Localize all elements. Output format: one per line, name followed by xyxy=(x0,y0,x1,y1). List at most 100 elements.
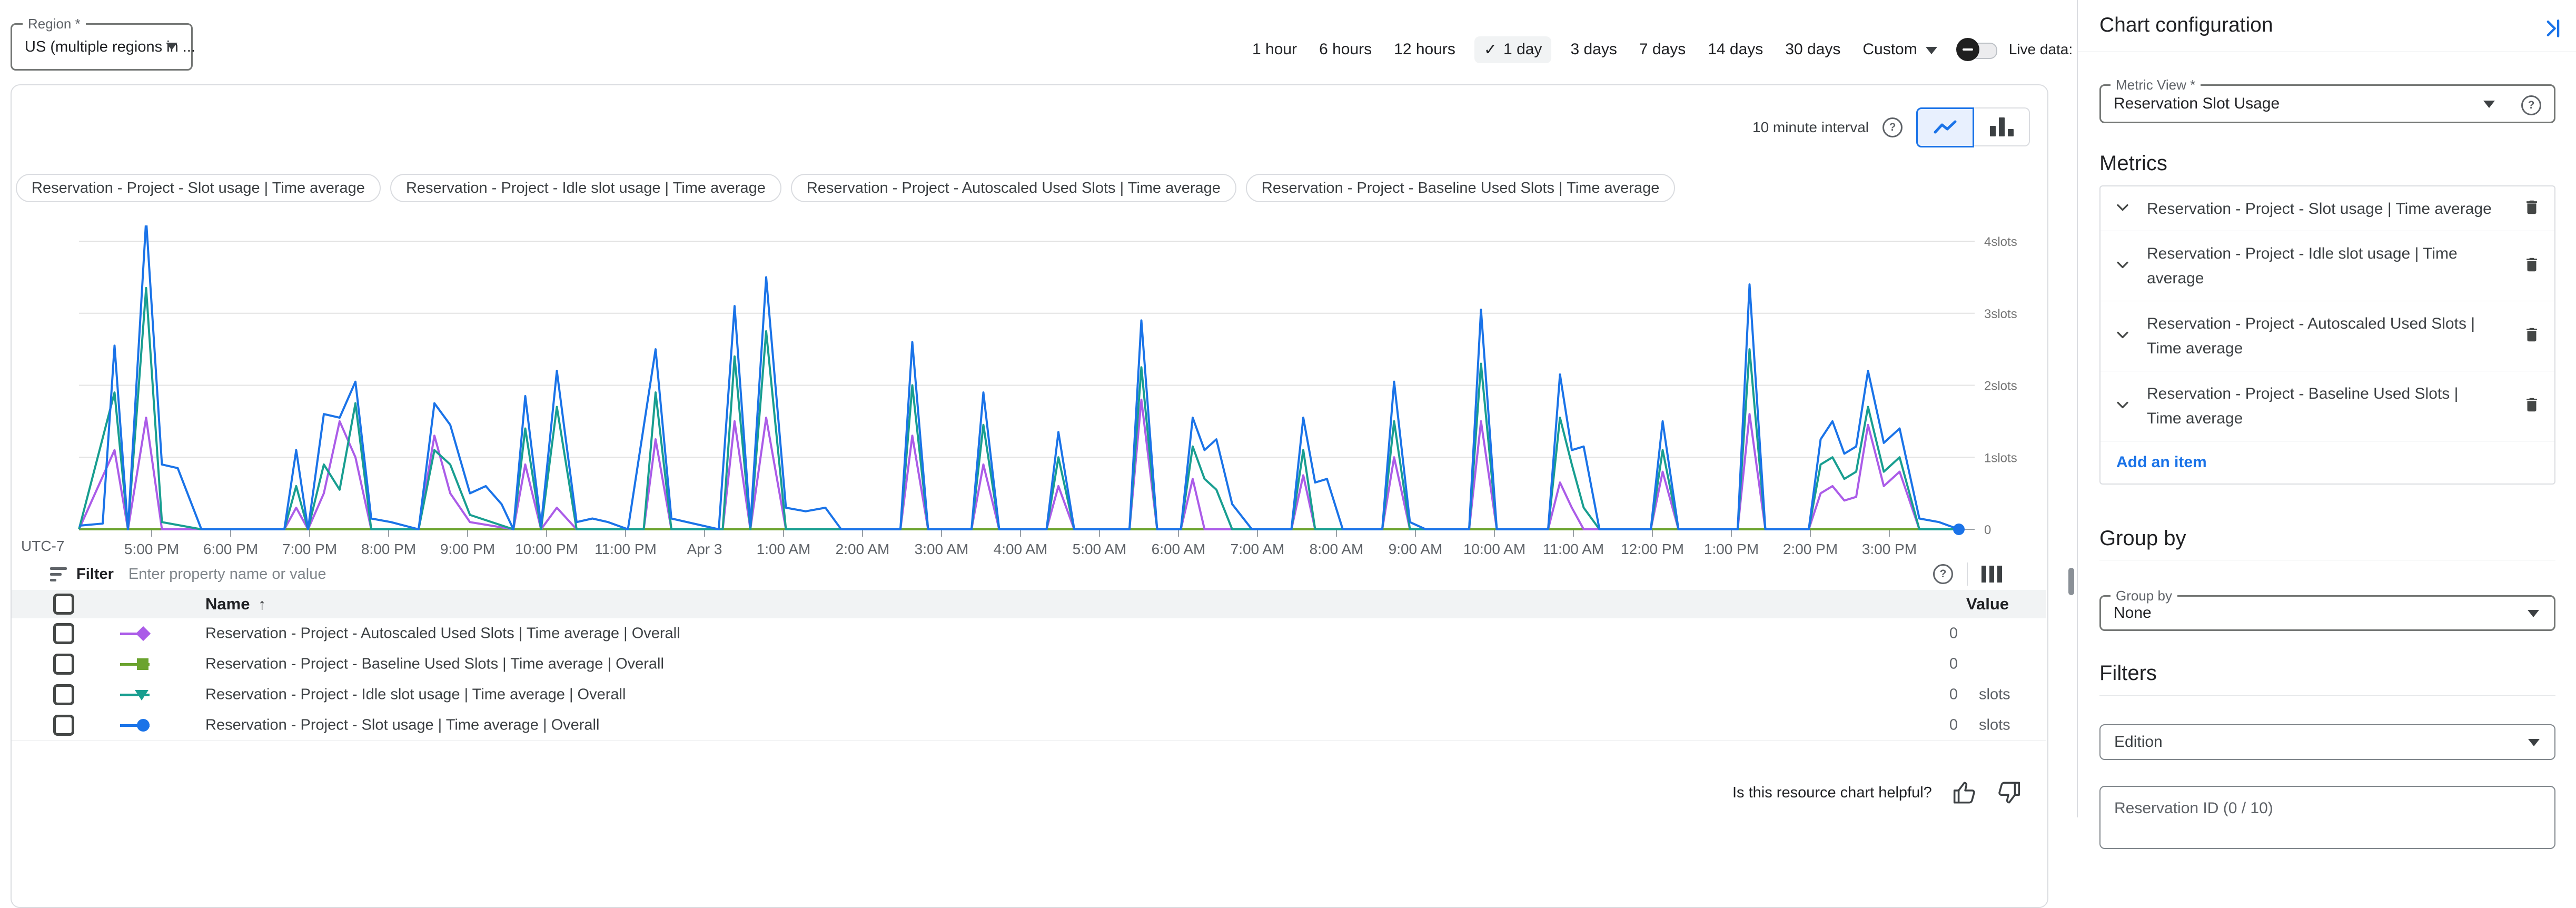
divider xyxy=(1967,562,1968,586)
bar-chart-button[interactable] xyxy=(1974,107,2030,146)
group-by-label: Group by xyxy=(2111,588,2177,604)
chart-configuration-panel: Chart configuration Metric View * Reserv… xyxy=(2077,0,2576,849)
interval-label: 10 minute interval xyxy=(1752,119,1869,135)
x-tick-label: 7:00 AM xyxy=(1231,541,1285,557)
column-settings-icon[interactable] xyxy=(1981,566,2002,583)
divider xyxy=(2099,695,2555,696)
metric-view-value: Reservation Slot Usage xyxy=(2114,95,2280,112)
time-range-1-day[interactable]: ✓ 1 day xyxy=(1474,36,1552,63)
time-range-1-hour[interactable]: 1 hour xyxy=(1249,36,1300,63)
line-chart-button[interactable] xyxy=(1916,107,1975,147)
series-marker-circle xyxy=(120,710,150,741)
series-marker-square xyxy=(120,649,150,679)
time-range-7-days[interactable]: 7 days xyxy=(1636,36,1689,63)
legend-chip-1[interactable]: Reservation - Project - Idle slot usage … xyxy=(390,174,781,202)
select-all-checkbox[interactable] xyxy=(53,594,74,615)
circle-icon xyxy=(137,719,150,732)
diamond-icon xyxy=(135,626,151,641)
metric-view-label: Metric View * xyxy=(2111,77,2201,93)
group-by-value: None xyxy=(2114,604,2152,621)
delete-metric-icon[interactable] xyxy=(2523,395,2541,418)
name-column-header[interactable]: Name ↑ xyxy=(205,595,266,613)
time-range-14-days[interactable]: 14 days xyxy=(1705,36,1766,63)
time-range-30-days[interactable]: 30 days xyxy=(1782,36,1844,63)
custom-range-label: Custom xyxy=(1862,41,1917,58)
metric-item-2[interactable]: Reservation - Project - Autoscaled Used … xyxy=(2101,301,2554,371)
series-line-1 xyxy=(78,287,1959,530)
time-range-12-hours[interactable]: 12 hours xyxy=(1391,36,1459,63)
filter-icon xyxy=(50,567,67,581)
x-tick-label: 1:00 AM xyxy=(757,541,811,557)
metric-item-0[interactable]: Reservation - Project - Slot usage | Tim… xyxy=(2101,186,2554,231)
x-tick-label: 8:00 PM xyxy=(361,541,416,557)
custom-range-button[interactable]: Custom xyxy=(1859,36,1940,63)
row-value: 0 xyxy=(1949,625,1958,642)
usage-chart[interactable]: 5:00 PM 6:00 PM 7:00 PM 8:00 PM 9:00 PM 10:00… xyxy=(75,225,2047,557)
time-range-6-hours[interactable]: 6 hours xyxy=(1316,36,1375,63)
row-checkbox[interactable] xyxy=(53,623,74,644)
help-icon[interactable]: ? xyxy=(1883,117,1903,137)
metric-item-3[interactable]: Reservation - Project - Baseline Used Sl… xyxy=(2101,371,2554,441)
scrollbar-thumb[interactable] xyxy=(2068,568,2074,595)
filter-input[interactable] xyxy=(127,565,1933,584)
expand-metric-icon[interactable] xyxy=(2113,255,2132,277)
metric-item-1[interactable]: Reservation - Project - Idle slot usage … xyxy=(2101,231,2554,301)
row-value: 0 xyxy=(1949,716,1958,734)
legend-chip-0[interactable]: Reservation - Project - Slot usage | Tim… xyxy=(16,174,381,202)
delete-metric-icon[interactable] xyxy=(2523,325,2541,348)
time-range-bar: 1 hour 6 hours 12 hours ✓ 1 day 3 days 7 days 1… xyxy=(1249,36,2134,63)
row-checkbox[interactable] xyxy=(53,715,74,736)
x-tick-label: 7:00 PM xyxy=(282,541,337,557)
collapse-panel-icon[interactable] xyxy=(2541,17,2564,40)
check-icon: ✓ xyxy=(1483,41,1498,58)
row-checkbox[interactable] xyxy=(53,654,74,675)
chevron-down-icon xyxy=(2528,739,2540,746)
help-icon[interactable]: ? xyxy=(2521,95,2541,115)
metric-view-select[interactable]: Metric View * Reservation Slot Usage ? xyxy=(2099,77,2555,123)
metrics-heading: Metrics xyxy=(2099,152,2167,175)
sort-ascending-icon: ↑ xyxy=(258,596,266,613)
delete-metric-icon[interactable] xyxy=(2523,255,2541,278)
thumbs-down-icon[interactable] xyxy=(1996,779,2023,806)
reservation-id-label: Reservation ID (0 / 10) xyxy=(2114,800,2273,817)
table-row[interactable]: Reservation - Project - Autoscaled Used … xyxy=(12,618,2046,649)
group-by-heading: Group by xyxy=(2099,527,2186,550)
table-row[interactable]: Reservation - Project - Baseline Used Sl… xyxy=(12,649,2046,680)
metric-item-label: Reservation - Project - Autoscaled Used … xyxy=(2147,315,2475,357)
legend-chip-2[interactable]: Reservation - Project - Autoscaled Used … xyxy=(790,174,1236,202)
time-range-3-days[interactable]: 3 days xyxy=(1567,36,1620,63)
row-checkbox[interactable] xyxy=(53,684,74,705)
expand-metric-icon[interactable] xyxy=(2113,325,2132,347)
metrics-list: Reservation - Project - Slot usage | Tim… xyxy=(2099,185,2555,485)
live-data-toggle[interactable] xyxy=(1956,37,1997,62)
reservation-id-filter[interactable]: Reservation ID (0 / 10) xyxy=(2099,786,2555,849)
row-name: Reservation - Project - Baseline Used Sl… xyxy=(205,655,664,673)
marker-line xyxy=(120,724,150,727)
legend-chip-3[interactable]: Reservation - Project - Baseline Used Sl… xyxy=(1245,174,1676,202)
edition-filter-label: Edition xyxy=(2114,733,2163,751)
x-tick-label: 9:00 PM xyxy=(440,541,495,557)
feedback-question: Is this resource chart helpful? xyxy=(1732,784,1932,801)
chevron-down-icon xyxy=(2528,610,2539,617)
help-icon[interactable]: ? xyxy=(1933,564,1953,584)
thumbs-up-icon[interactable] xyxy=(1951,779,1977,806)
group-by-select[interactable]: Group by None xyxy=(2099,588,2555,631)
x-tick-label: 2:00 PM xyxy=(1783,541,1838,557)
legend-chips: Reservation - Project - Slot usage | Tim… xyxy=(16,174,1676,202)
edition-filter-select[interactable]: Edition xyxy=(2099,724,2555,760)
y-tick-label: 2slots xyxy=(1984,379,2017,393)
row-unit: slots xyxy=(1979,686,2010,703)
add-an-item-button[interactable]: Add an item xyxy=(2116,453,2207,471)
table-row[interactable]: Reservation - Project - Idle slot usage … xyxy=(12,679,2046,710)
x-tick-label: 6:00 PM xyxy=(203,541,258,557)
legend-chip-label: Reservation - Project - Idle slot usage … xyxy=(405,179,766,196)
delete-metric-icon[interactable] xyxy=(2523,198,2541,220)
x-tick-label: 4:00 AM xyxy=(994,541,1048,557)
legend-chip-label: Reservation - Project - Autoscaled Used … xyxy=(806,179,1221,196)
expand-metric-icon[interactable] xyxy=(2113,396,2132,417)
bar-chart-icon xyxy=(1989,117,2014,136)
region-select[interactable]: Region * US (multiple regions in ... xyxy=(11,16,195,71)
time-range-label: 1 hour xyxy=(1252,41,1297,58)
expand-metric-icon[interactable] xyxy=(2113,198,2132,220)
table-row[interactable]: Reservation - Project - Slot usage | Tim… xyxy=(12,710,2046,741)
